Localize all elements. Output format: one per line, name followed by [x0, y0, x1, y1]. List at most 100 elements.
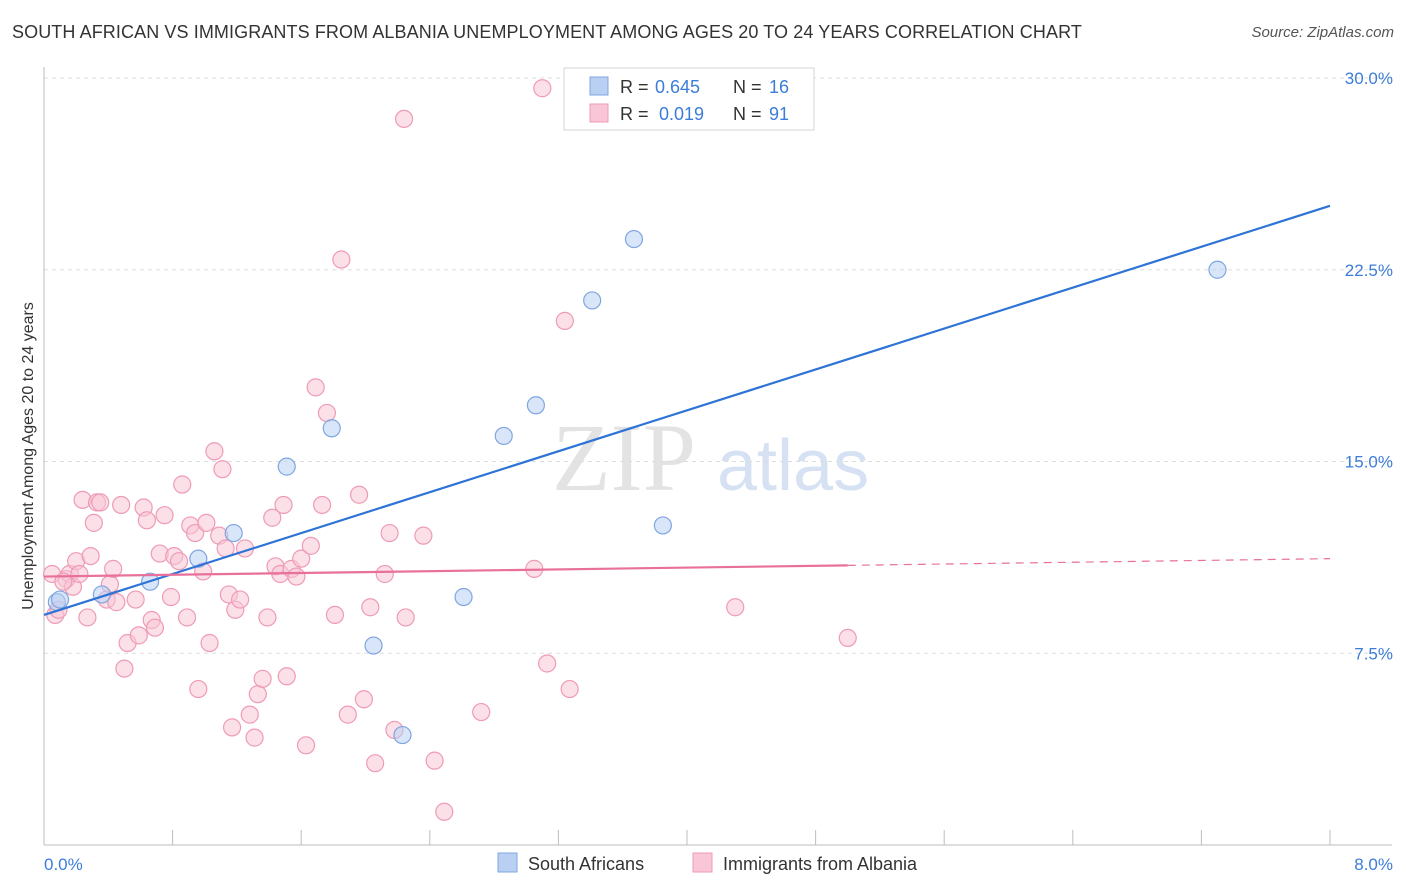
stats-n-label-pink: N = — [733, 104, 762, 124]
chart-title: SOUTH AFRICAN VS IMMIGRANTS FROM ALBANIA… — [12, 22, 1082, 42]
stats-swatch-blue — [589, 76, 609, 96]
albania-point — [155, 506, 174, 525]
y-tick-label: 7.5% — [1354, 644, 1393, 663]
albania-point — [726, 598, 745, 617]
albania-point — [349, 485, 369, 504]
albania-point — [375, 564, 394, 584]
albania-point — [177, 608, 197, 627]
albania-point — [70, 564, 89, 584]
y-tick-label: 22.5% — [1345, 261, 1393, 280]
y-tick-label: 15.0% — [1345, 453, 1393, 472]
south-african-points — [47, 229, 1227, 745]
albania-point — [435, 802, 454, 821]
albania-point — [231, 590, 250, 609]
albania-trend-line-extension — [847, 558, 1331, 566]
albania-point — [240, 705, 259, 724]
albania-point — [263, 508, 282, 527]
x-tick-label-max: 8.0% — [1354, 855, 1393, 874]
albania-point — [245, 728, 264, 747]
legend-swatch-south-africans — [497, 852, 518, 873]
albania-point — [145, 618, 165, 637]
stats-r-value-pink: 0.019 — [659, 104, 704, 124]
south-african-point — [526, 396, 545, 415]
albania-point — [555, 311, 574, 330]
albania-point — [173, 475, 192, 494]
albania-point — [414, 526, 433, 545]
series-legend: South Africans Immigrants from Albania — [497, 852, 918, 874]
albania-point — [205, 442, 224, 461]
albania-point — [169, 552, 189, 571]
albania-point — [472, 702, 491, 722]
albania-point — [354, 690, 373, 709]
stats-r-label-blue: R = — [620, 77, 649, 97]
source-credit: Source: ZipAtlas.com — [1251, 24, 1394, 41]
albania-point — [394, 109, 414, 129]
stats-n-label-blue: N = — [733, 77, 762, 97]
y-axis-title: Unemployment Among Ages 20 to 24 years — [20, 302, 37, 610]
albania-point — [301, 536, 320, 555]
south-african-point — [224, 523, 243, 543]
albania-point — [186, 523, 205, 543]
albania-point — [292, 549, 311, 568]
stats-r-label-pink: R = — [620, 104, 649, 124]
albania-point — [129, 626, 148, 645]
albania-point — [200, 633, 219, 653]
albania-point — [361, 598, 380, 617]
x-tick-label-min: 0.0% — [44, 855, 83, 874]
axes — [43, 67, 1392, 846]
albania-point — [306, 378, 325, 397]
albania-point — [332, 250, 351, 269]
south-african-point — [393, 725, 412, 745]
albania-point — [222, 718, 242, 737]
albania-point — [274, 495, 293, 515]
watermark-zip: ZIP — [552, 404, 696, 511]
albania-point — [126, 590, 145, 609]
albania-point — [112, 495, 131, 515]
albania-trend-line — [43, 564, 848, 578]
albania-point — [189, 679, 208, 699]
legend-swatch-albania — [692, 852, 713, 873]
albania-point — [338, 705, 357, 724]
albania-point — [533, 79, 552, 98]
south-african-point — [1208, 260, 1227, 279]
x-ticks — [43, 830, 1331, 845]
albania-point — [396, 608, 415, 627]
albania-point — [91, 493, 110, 512]
albania-point — [287, 567, 306, 586]
albania-point — [137, 511, 156, 530]
albania-point — [366, 754, 385, 773]
albania-point — [277, 667, 296, 686]
south-african-point — [624, 229, 644, 249]
albania-point — [296, 736, 316, 755]
legend-label-south-africans: South Africans — [528, 854, 644, 874]
south-african-point — [583, 291, 602, 310]
south-african-point — [364, 636, 383, 655]
albania-point — [253, 669, 272, 688]
south-african-point — [454, 587, 473, 607]
watermark-atlas: atlas — [717, 426, 869, 506]
stats-n-value-pink: 91 — [769, 104, 789, 124]
legend-label-albania: Immigrants from Albania — [723, 854, 918, 874]
south-african-trend-line — [43, 204, 1331, 616]
albania-point — [325, 605, 345, 625]
albania-point — [838, 628, 857, 648]
albania-point — [84, 513, 103, 532]
albania-point — [213, 460, 232, 479]
albania-point — [248, 685, 267, 704]
stats-n-value-blue: 16 — [769, 77, 789, 97]
south-african-point — [322, 419, 341, 438]
albania-point — [258, 608, 277, 627]
south-african-point — [277, 457, 296, 476]
albania-point — [560, 679, 579, 699]
albania-point — [538, 654, 557, 673]
south-african-point — [50, 590, 70, 609]
trend-lines — [43, 204, 1331, 616]
albania-point — [115, 659, 134, 678]
albania-point — [312, 495, 332, 515]
albania-point — [317, 403, 337, 423]
albania-point — [104, 559, 123, 578]
stats-swatch-pink — [589, 103, 609, 123]
albania-point — [197, 513, 216, 532]
albania-point — [425, 751, 444, 770]
